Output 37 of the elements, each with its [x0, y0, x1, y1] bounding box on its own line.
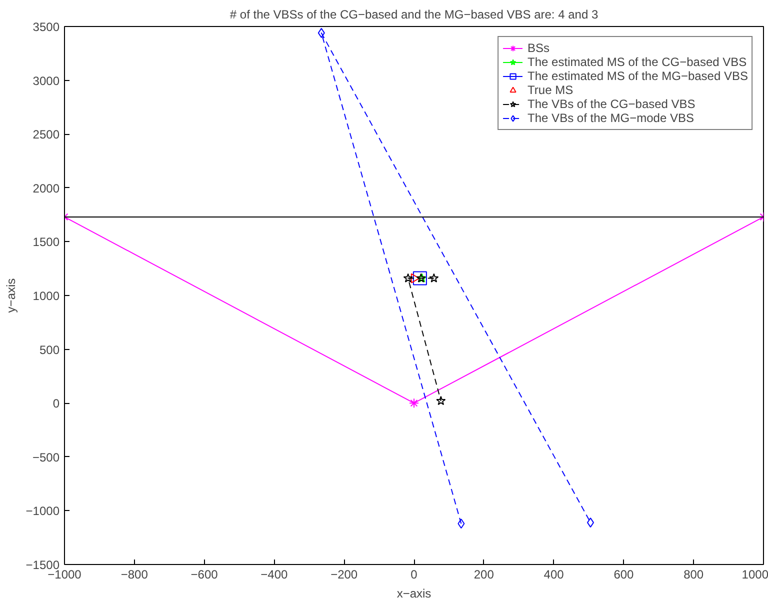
legend-label: The VBs of the MG−mode VBS — [528, 111, 694, 125]
chart-title: # of the VBSs of the CG−based and the MG−based VBS are: 4 and 3 — [230, 8, 598, 22]
x-tick-label: 600 — [614, 568, 634, 582]
y-tick-label: 3000 — [32, 74, 60, 88]
x-tick-label: 0 — [410, 568, 418, 582]
point — [318, 28, 325, 38]
point — [436, 396, 446, 406]
x-tick-label: 800 — [684, 568, 704, 582]
y-tick-label: −1000 — [26, 504, 60, 518]
point — [458, 518, 465, 529]
y-tick-label: 3500 — [32, 20, 60, 34]
y-tick-label: 2000 — [32, 181, 60, 196]
x-tick-label: −200 — [330, 568, 358, 582]
y-tick-label: 2500 — [32, 128, 60, 142]
legend-label: BSs — [528, 41, 550, 55]
y-tick-label: 500 — [39, 342, 60, 357]
y-tick-label: 1500 — [32, 235, 60, 250]
y-tick-label: −500 — [32, 450, 60, 464]
legend-label: True MS — [528, 83, 574, 97]
y-axis-title: y−axis — [4, 278, 18, 313]
y-tick-label: 1000 — [32, 289, 60, 303]
legend-label: The VBs of the CG−based VBS — [528, 97, 696, 111]
x-tick-label: −800 — [120, 568, 148, 582]
x-tick-label: 1000 — [742, 568, 768, 582]
x-tick-label: −1000 — [48, 568, 82, 582]
point — [403, 273, 413, 282]
x-tick-label: 200 — [474, 568, 494, 582]
legend-label: The estimated MS of the MG−based VBS — [528, 69, 748, 83]
x-tick-label: −400 — [260, 568, 288, 582]
x-tick-label: −600 — [190, 568, 218, 582]
point — [586, 518, 594, 528]
x-tick-label: 400 — [544, 568, 564, 582]
legend-label: The estimated MS of the CG−based VBS — [528, 55, 747, 69]
x-axis-title: x−axis — [396, 586, 432, 600]
point — [429, 273, 439, 282]
y-tick-label: 0 — [52, 396, 60, 411]
point — [412, 271, 427, 286]
